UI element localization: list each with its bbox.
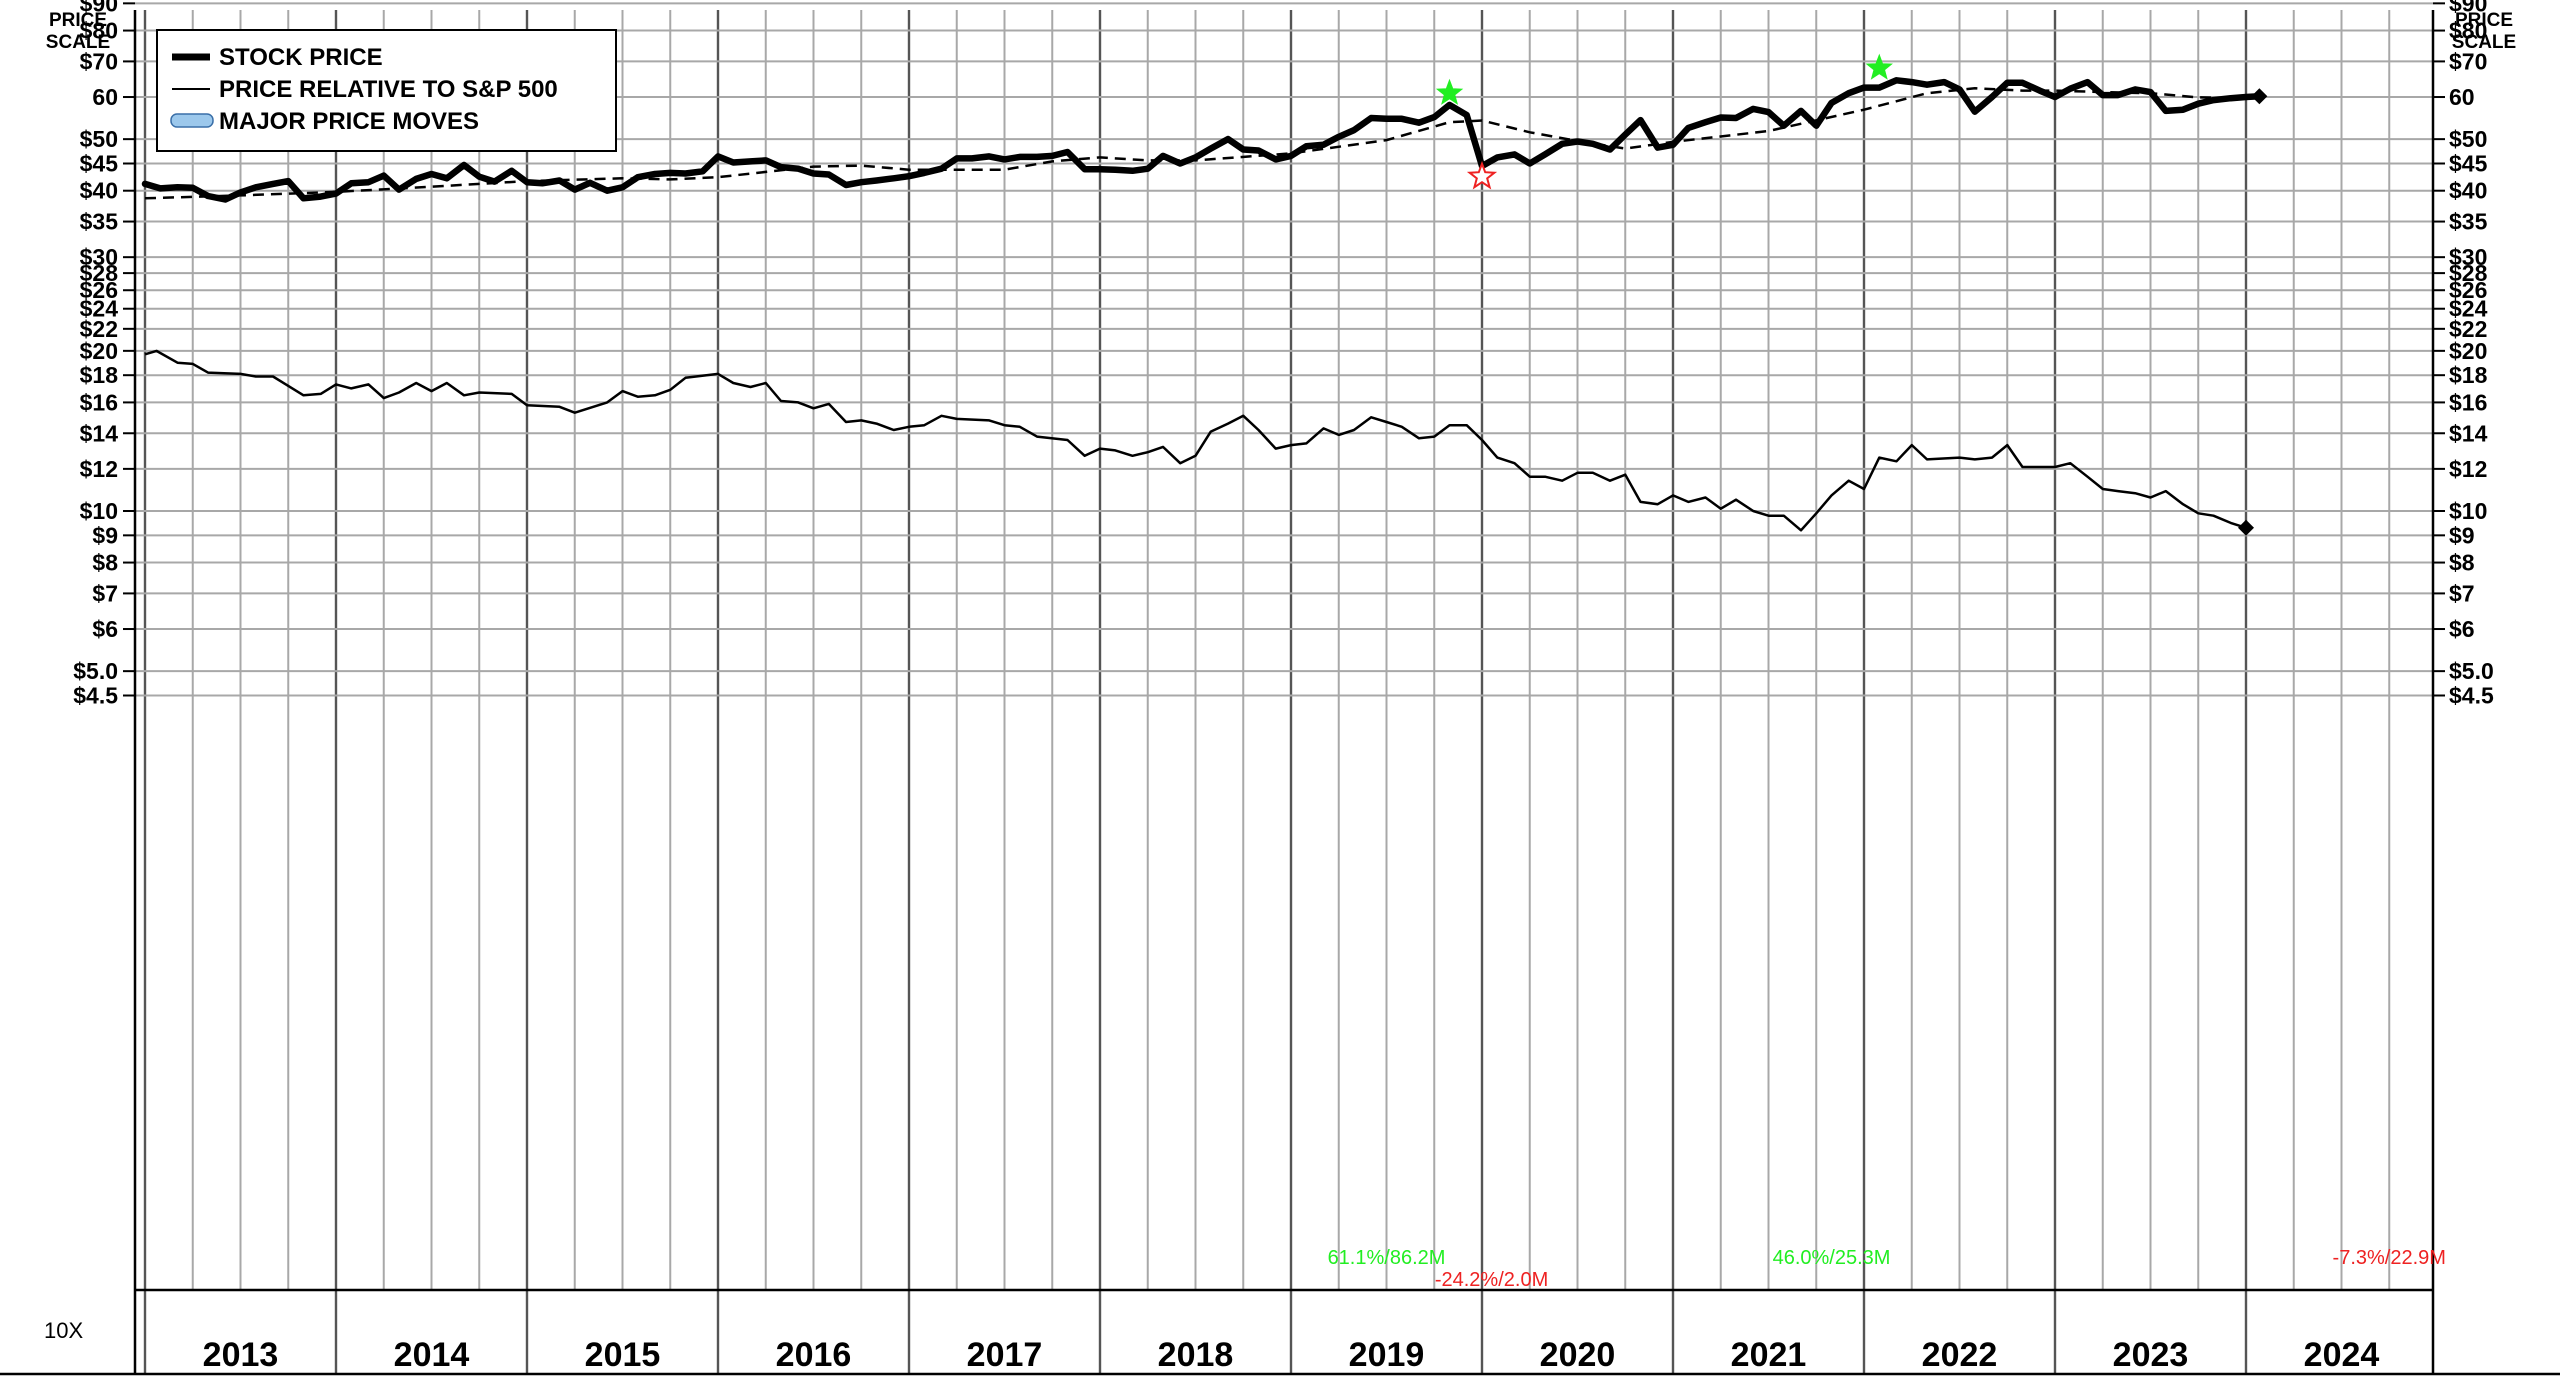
price-series [141,77,2263,532]
price-move-annotations: 61.1%/86.2M-24.2%/2.0M 46.0%/25.3M -7.3%/2… [1328,1247,2446,1291]
year-label: 2023 [2113,1336,2189,1374]
year-label: 2017 [967,1336,1043,1374]
year-label: 2020 [1540,1336,1616,1374]
left-tick-label: $40 [80,178,118,204]
plot-frame [0,10,2560,1376]
left-tick-label: $35 [80,209,119,235]
price-move-label: -7.3%/22.9M [2333,1247,2446,1269]
left-tick-label: $14 [80,420,119,446]
right-tick-label: $22 [2449,316,2487,342]
right-tick-label: $70 [2449,48,2487,74]
year-label: 2016 [776,1336,852,1374]
right-tick-label: $30 [2449,244,2487,270]
right-tick-label: 60 [2449,84,2475,110]
legend-moves-swatch [170,113,214,128]
corner-scale-label: 10X [44,1318,83,1343]
series-line-price-relative-to-s-p-500 [144,349,2247,532]
right-tick-label: $90 [2449,0,2487,16]
right-tick-label: $14 [2449,420,2488,446]
left-tick-label: $18 [80,362,119,388]
price-move-star-up [1435,78,1464,105]
year-axis: 2013 2014 2015 2016 2017 2018 2019 2020 2021 2022… [203,1336,2380,1374]
right-tick-label: $10 [2449,498,2487,524]
last-value-diamond [2238,519,2254,536]
legend-moves-label: MAJOR PRICE MOVES [219,108,479,135]
left-tick-label: $28 [80,260,119,286]
price-move-label: 46.0%/25.3M [1773,1247,1891,1269]
right-tick-label: $16 [2449,389,2487,415]
legend-relative-label: PRICE RELATIVE TO S&P 500 [219,76,558,103]
right-tick-label: $28 [2449,260,2488,286]
left-tick-label: $8 [92,550,118,576]
right-tick-label: $6 [2449,616,2475,642]
right-tick-label: $45 [2449,150,2488,176]
left-tick-label: $16 [80,389,118,415]
left-tick-label: $90 [80,0,118,16]
price-move-star-down [1466,160,1498,190]
right-tick-label: $8 [2449,550,2475,576]
chart-markers [1435,53,2268,536]
price-move-label: -24.2%/2.0M [1435,1269,1548,1291]
right-scale-header-line2: SCALE [2452,32,2516,53]
right-tick-label: $18 [2449,362,2488,388]
left-tick-label: $45 [80,150,119,176]
vertical-grid [143,10,2391,1374]
right-tick-label: $24 [2449,296,2488,322]
legend-box [156,29,617,152]
right-scale-header-line1: PRICE [2455,10,2513,31]
right-price-scale: $120$100$90$80$7060$50$45$40$35$30$28$26… [2433,0,2494,708]
left-tick-label: $26 [80,277,118,303]
horizontal-grid [135,2,2433,697]
left-tick-label: $24 [80,296,119,322]
legend-stock-label: STOCK PRICE [219,44,383,71]
last-value-diamond [2251,88,2268,105]
right-tick-label: $5.0 [2449,658,2494,684]
left-tick-label: $50 [80,126,118,152]
legend: STOCK PRICE PRICE RELATIVE TO S&P 500 MA… [156,29,617,152]
series-line-moving-average [144,87,2247,200]
year-label: 2015 [585,1336,661,1374]
price-move-label: 61.1%/86.2M [1328,1247,1446,1269]
left-tick-label: $7 [92,580,118,606]
right-tick-label: $4.5 [2449,682,2494,708]
left-price-scale: $120$100$90$80$7060$50$45$40$35$30$28$26… [73,0,135,708]
right-tick-label: $20 [2449,338,2487,364]
left-tick-label: $5.0 [73,658,118,684]
left-scale-header-line2: SCALE [46,32,110,53]
price-move-star-up [1865,53,1893,80]
left-scale-header-line1: PRICE [49,10,107,31]
year-label: 2021 [1731,1336,1807,1374]
right-tick-label: $40 [2449,178,2487,204]
right-tick-label: $9 [2449,522,2475,548]
left-tick-label: $4.5 [73,682,118,708]
right-tick-label: $35 [2449,209,2488,235]
right-tick-label: $80 [2449,18,2487,44]
left-tick-label: $70 [80,48,118,74]
right-tick-label: $26 [2449,277,2487,303]
left-tick-label: $10 [80,498,118,524]
left-tick-label: $20 [80,338,118,364]
year-label: 2018 [1158,1336,1234,1374]
year-label: 2019 [1349,1336,1425,1374]
year-label: 2013 [203,1336,279,1374]
left-tick-label: $80 [80,18,118,44]
left-tick-label: $6 [92,616,118,642]
right-tick-label: $50 [2449,126,2487,152]
year-label: 2024 [2304,1336,2380,1374]
year-label: 2014 [394,1336,470,1374]
left-tick-label: 60 [92,84,118,110]
series-line-stock-price [141,77,2263,203]
left-tick-label: $22 [80,316,118,342]
right-tick-label: $7 [2449,580,2475,606]
left-tick-label: $9 [92,522,118,548]
left-tick-label: $12 [80,456,118,482]
right-tick-label: $12 [2449,456,2487,482]
year-label: 2022 [1922,1336,1998,1374]
left-tick-label: $30 [80,244,118,270]
